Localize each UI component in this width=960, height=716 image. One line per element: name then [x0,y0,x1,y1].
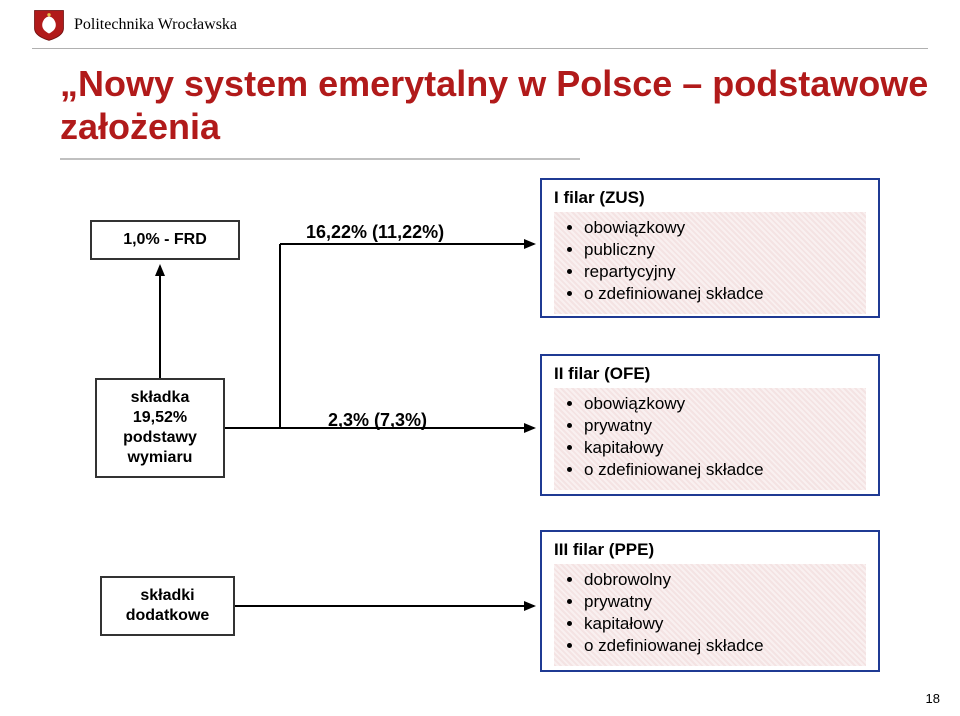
divider-line [32,48,928,49]
shield-icon [32,8,66,42]
pillar-1-list: obowiązkowy publiczny repartycyjny o zde… [564,218,856,304]
skladka-box: składka 19,52% podstawy wymiaru [95,378,225,478]
pillar-1-body: obowiązkowy publiczny repartycyjny o zde… [554,212,866,314]
list-item: o zdefiniowanej składce [584,284,856,304]
pillar-3-body: dobrowolny prywatny kapitałowy o zdefini… [554,564,866,666]
frd-box: 1,0% - FRD [90,220,240,260]
dodatkowe-box: składki dodatkowe [100,576,235,636]
dodatkowe-label: składki dodatkowe [126,586,210,626]
list-item: kapitałowy [584,614,856,634]
list-item: dobrowolny [584,570,856,590]
pillar-1-header: I filar (ZUS) [554,188,866,208]
pillar-1-box: I filar (ZUS) obowiązkowy publiczny repa… [540,178,880,318]
pct-label-1: 16,22% (11,22%) [306,222,444,243]
slide-title: „Nowy system emerytalny w Polsce – podst… [60,62,960,148]
slide: Politechnika Wrocławska „Nowy system eme… [0,0,960,716]
page-number: 18 [926,691,940,706]
title-underline [60,158,580,160]
logo-area: Politechnika Wrocławska [32,8,237,42]
list-item: kapitałowy [584,438,856,458]
frd-label: 1,0% - FRD [123,231,207,249]
list-item: prywatny [584,416,856,436]
pillar-2-header: II filar (OFE) [554,364,866,384]
pillar-3-header: III filar (PPE) [554,540,866,560]
list-item: prywatny [584,592,856,612]
pillar-3-box: III filar (PPE) dobrowolny prywatny kapi… [540,530,880,672]
list-item: o zdefiniowanej składce [584,636,856,656]
list-item: obowiązkowy [584,394,856,414]
pillar-2-body: obowiązkowy prywatny kapitałowy o zdefin… [554,388,866,490]
list-item: obowiązkowy [584,218,856,238]
pct-label-2: 2,3% (7,3%) [328,410,427,431]
institution-name: Politechnika Wrocławska [74,16,237,34]
skladka-label: składka 19,52% podstawy wymiaru [123,388,197,468]
list-item: repartycyjny [584,262,856,282]
list-item: o zdefiniowanej składce [584,460,856,480]
pillar-2-box: II filar (OFE) obowiązkowy prywatny kapi… [540,354,880,496]
pillar-2-list: obowiązkowy prywatny kapitałowy o zdefin… [564,394,856,480]
list-item: publiczny [584,240,856,260]
pillar-3-list: dobrowolny prywatny kapitałowy o zdefini… [564,570,856,656]
